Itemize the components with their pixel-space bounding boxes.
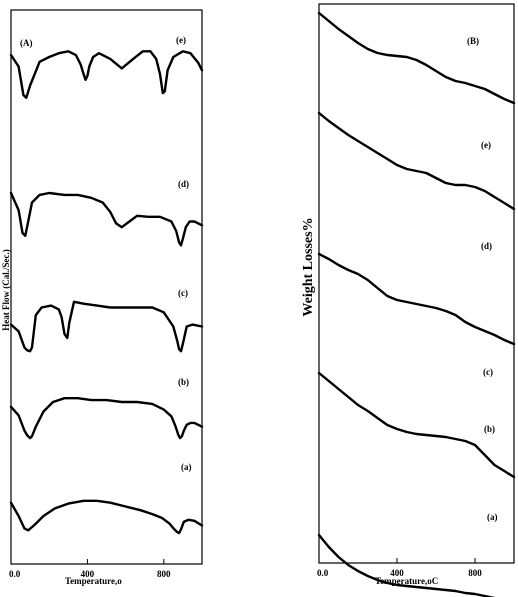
panel-b-y-axis-title: Weight Losses% [301, 217, 316, 316]
panel-a-curve-a [9, 499, 204, 535]
panel-b-x-tick-label: 800 [468, 568, 482, 578]
panel-b-curve-label-b: (b) [484, 424, 495, 434]
panel-b-curve-label-d: (d) [481, 241, 492, 251]
panel-a-curve-d [9, 191, 204, 247]
panel-b-x-tick-label: 400 [390, 568, 404, 578]
panel-b-curve-a [317, 533, 496, 597]
panel-a-curve-label-a: (a) [181, 462, 192, 472]
panel-a-x-tick-label: 0.0 [9, 569, 21, 579]
panel-a-x-axis-title: Temperature,o [65, 576, 122, 586]
panel-a-label: (A) [20, 38, 33, 48]
panel-b-curves: (e) (d) (c) (b) (a) [317, 11, 516, 597]
panel-a-curve-b [9, 397, 204, 440]
panel-b-x-tick-label: 0.0 [317, 568, 329, 578]
panel-b-curve-b [317, 371, 516, 479]
panel-a-curve-label-c: (c) [178, 288, 188, 298]
panel-a-curve-e [9, 50, 204, 100]
panel-a-curve-c [9, 300, 204, 353]
panel-a-curves: (e) (d) (c) (b) (a) [9, 35, 204, 535]
panel-b-x-ticks: 0.0 400 800 [317, 558, 482, 578]
panel-a-curve-label-e: (e) [176, 35, 186, 45]
panel-a-x-tick-label: 800 [157, 569, 171, 579]
panel-b-curve-c [317, 252, 516, 346]
panel-a-plot-frame [10, 9, 203, 565]
panel-a-x-ticks: 0.0 400 800 [9, 559, 171, 579]
panel-b-label: (B) [467, 36, 479, 46]
panel-b: 0.0 400 800 (e) (d) (c) (b) (a) (B) Temperatur… [301, 3, 516, 597]
panel-b-plot-frame [318, 3, 515, 564]
panel-a-curve-label-d: (d) [178, 179, 189, 189]
panel-b-curve-d [317, 111, 516, 211]
panel-b-curve-label-e: (e) [481, 140, 491, 150]
panel-a: 0.0 400 800 (e) (d) (c) (b) (a) (A) Temperatur… [1, 9, 204, 586]
panel-b-curve-label-a: (a) [487, 512, 498, 522]
panel-b-x-axis-title: Temperature,oC [375, 576, 438, 586]
panel-b-curve-e [317, 11, 516, 105]
panel-a-curve-label-b: (b) [178, 377, 189, 387]
panel-a-y-axis-title: Heat Flow (Cal./Sec.) [1, 249, 11, 330]
panel-a-x-tick-label: 400 [81, 569, 95, 579]
panel-b-curve-label-c: (c) [483, 367, 493, 377]
